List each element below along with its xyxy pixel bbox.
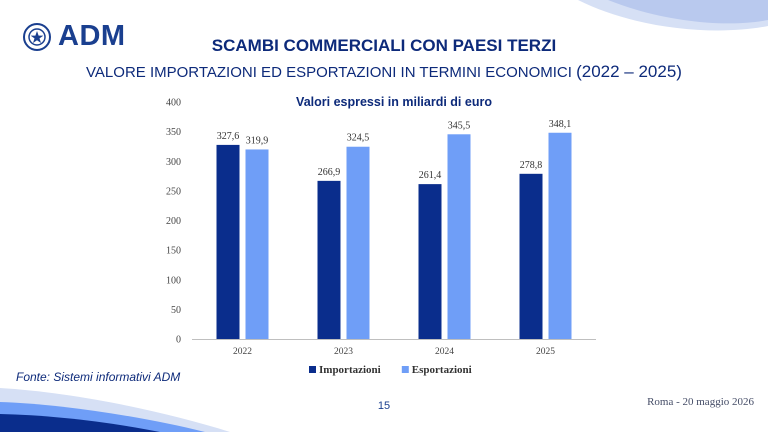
source-note: Fonte: Sistemi informativi ADM [16, 370, 181, 384]
bar-importazioni-2025 [519, 173, 543, 339]
x-tick-label: 2024 [435, 347, 454, 357]
legend-label: Esportazioni [412, 364, 472, 376]
decorative-wave-top [578, 0, 768, 31]
y-tick-label: 350 [166, 127, 181, 138]
bar-esportazioni-2022 [245, 149, 269, 339]
subtitle-main: VALORE IMPORTAZIONI ED ESPORTAZIONI IN T… [86, 64, 577, 81]
bar-importazioni-2023 [317, 180, 341, 339]
data-label: 327,6 [217, 131, 240, 142]
data-label: 278,8 [520, 160, 543, 171]
bar-importazioni-2024 [418, 184, 442, 339]
data-label: 266,9 [318, 167, 341, 178]
y-tick-label: 200 [166, 216, 181, 227]
logo-text: ADM [58, 20, 126, 52]
y-tick-label: 400 [166, 98, 181, 109]
bar-esportazioni-2025 [548, 132, 572, 339]
legend-label: Importazioni [319, 364, 381, 376]
y-tick-label: 50 [171, 305, 181, 316]
data-label: 319,9 [246, 135, 269, 146]
subtitle-years: (2022 – 2025) [576, 62, 682, 81]
republic-emblem-icon [23, 22, 51, 51]
y-tick-label: 0 [176, 335, 181, 346]
x-tick-label: 2025 [536, 347, 555, 357]
adm-logo: ADM [22, 20, 126, 53]
data-label: 348,1 [549, 119, 572, 130]
decorative-wave-bottom [0, 388, 230, 432]
data-label: 345,5 [448, 120, 471, 131]
y-tick-label: 150 [166, 246, 181, 257]
y-tick-label: 250 [166, 186, 181, 197]
bar-importazioni-2022 [216, 144, 240, 339]
x-tick-label: 2022 [233, 347, 252, 357]
slide-subtitle: VALORE IMPORTAZIONI ED ESPORTAZIONI IN T… [0, 62, 768, 82]
data-label: 324,5 [347, 133, 370, 144]
bar-esportazioni-2023 [346, 146, 370, 339]
page-number: 15 [377, 400, 391, 412]
x-tick-label: 2023 [334, 347, 353, 357]
data-label: 261,4 [419, 170, 442, 181]
legend-swatch-esportazioni [401, 366, 409, 373]
chart-title: Valori espressi in miliardi di euro [296, 95, 492, 109]
y-tick-label: 300 [166, 157, 181, 168]
slide-title: SCAMBI COMMERCIALI CON PAESI TERZI [211, 36, 557, 55]
date-place: Roma - 20 maggio 2026 [647, 396, 754, 408]
legend-swatch-importazioni [309, 366, 316, 373]
bar-esportazioni-2024 [447, 134, 471, 339]
y-tick-label: 100 [166, 275, 181, 286]
